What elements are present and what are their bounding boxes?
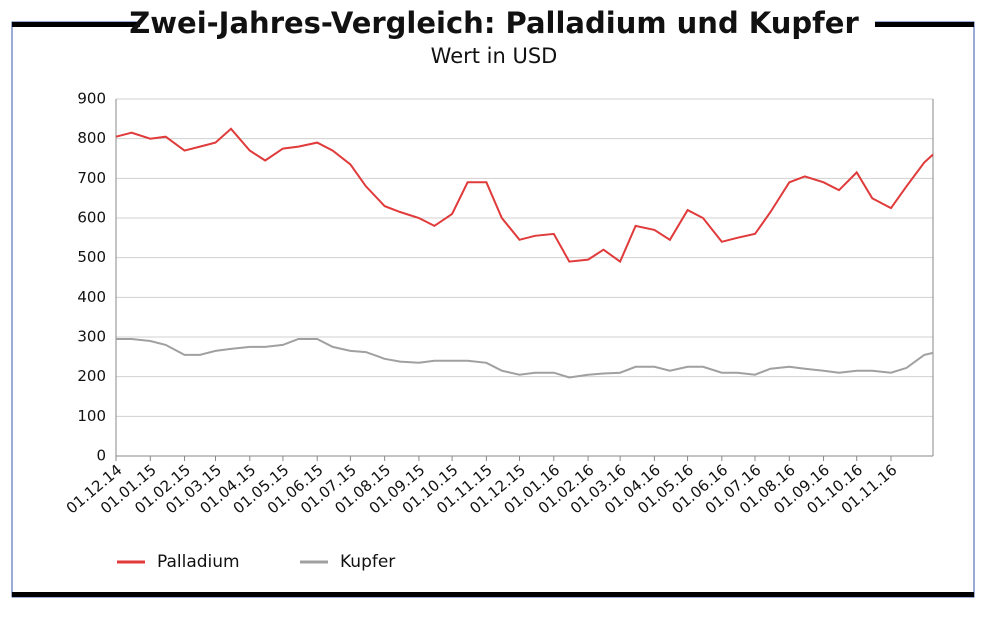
y-tick-label: 300 <box>77 328 106 346</box>
series-line <box>115 127 934 264</box>
series-line <box>116 338 934 379</box>
title-bg <box>140 8 875 42</box>
chart-title: Zwei-Jahres-Vergleich: Palladium und Kup… <box>129 6 859 40</box>
y-tick-label: 700 <box>77 169 106 187</box>
chart-subtitle: Wert in USD <box>431 44 558 68</box>
y-tick-label: 900 <box>77 90 106 108</box>
y-tick-label: 800 <box>77 129 106 147</box>
y-tick-label: 200 <box>77 367 106 385</box>
frame <box>11 21 975 598</box>
legend-label: Kupfer <box>340 552 395 572</box>
y-tick-label: 600 <box>77 209 106 227</box>
bottom-bar <box>12 592 974 597</box>
y-tick-label: 400 <box>77 288 106 306</box>
y-tick-label: 100 <box>77 407 106 425</box>
legend-label: Palladium <box>157 552 240 572</box>
y-tick-label: 500 <box>77 248 106 266</box>
y-tick-label: 0 <box>96 447 106 465</box>
